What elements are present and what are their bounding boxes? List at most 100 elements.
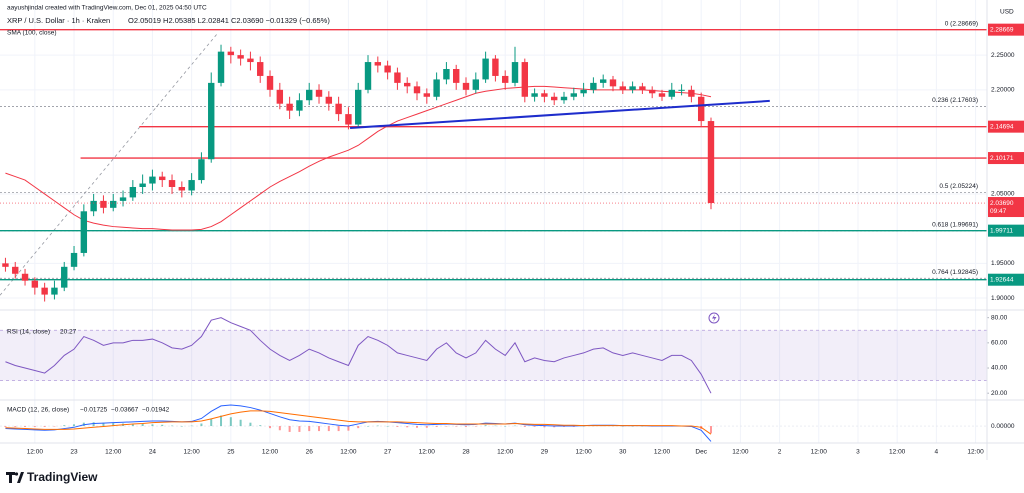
- candle-body: [609, 79, 617, 87]
- macd-histogram-bar: [308, 426, 311, 432]
- candle-body: [70, 252, 78, 267]
- candle-body: [335, 103, 342, 115]
- fib-label: 0.236 (2.17603): [932, 97, 978, 104]
- macd-legend: MACD (12, 26, close): [7, 407, 69, 414]
- candle-body: [80, 211, 88, 253]
- macd-value: −0.03667: [111, 407, 139, 414]
- grid-layer: [0, 0, 989, 443]
- candle-body: [599, 79, 607, 83]
- candle-body: [237, 55, 244, 59]
- candle-body: [492, 58, 499, 76]
- macd-histogram-bar: [33, 426, 36, 427]
- macd-histogram-bar: [484, 425, 487, 427]
- x-tick-label: 4: [935, 449, 939, 456]
- candle-body: [2, 263, 9, 267]
- sma-legend: SMA (100, close): [7, 30, 57, 37]
- macd-histogram-bar: [582, 426, 585, 427]
- candle-body: [188, 180, 195, 191]
- macd-histogram-bar: [543, 426, 546, 428]
- macd-histogram-bar: [357, 426, 360, 429]
- symbol: XRP / U.S. Dollar · 1h · Kraken: [7, 16, 110, 25]
- rsi-value: 20.27: [60, 329, 77, 336]
- candle-body: [384, 65, 391, 73]
- macd-histogram-bar: [102, 422, 105, 427]
- alert-circle: [708, 312, 720, 324]
- x-tick-label: 12:00: [732, 449, 749, 456]
- candle-body: [178, 187, 186, 191]
- candle-body: [453, 69, 460, 83]
- candle-body: [119, 197, 127, 201]
- macd-histogram-bar: [180, 426, 183, 427]
- macd-histogram-bar: [376, 425, 379, 427]
- macd-histogram-bar: [327, 426, 330, 432]
- candle-body: [227, 51, 235, 56]
- macd-histogram-bar: [386, 426, 389, 427]
- macd-histogram-bar: [24, 426, 27, 427]
- macd-histogram-bar: [514, 425, 517, 427]
- macd-histogram-bar: [337, 426, 340, 432]
- macd-histogram-bar: [63, 425, 66, 427]
- x-tick-label: 12:00: [889, 449, 906, 456]
- alert-icon[interactable]: [708, 312, 720, 324]
- x-tick-label: 12:00: [183, 449, 200, 456]
- macd-histogram-bar: [367, 426, 370, 427]
- macd-histogram-bar: [406, 426, 409, 428]
- alert-bolt: [712, 314, 717, 322]
- macd-histogram-bar: [131, 423, 134, 427]
- macd-histogram-bar: [259, 425, 262, 427]
- macd-histogram-bar: [435, 426, 438, 427]
- credit: aayushjindal created with TradingView.co…: [7, 5, 207, 12]
- macd-histogram-bar: [210, 418, 213, 427]
- candle-body: [404, 82, 411, 87]
- x-tick-label: 30: [619, 449, 627, 456]
- candle-body: [541, 93, 548, 97]
- candle-body: [462, 82, 470, 90]
- y-tick-label: 2.05000: [991, 191, 1015, 198]
- x-tick-label: 24: [149, 449, 157, 456]
- candle-body: [678, 89, 685, 91]
- rsi-tick-label: 80.00: [991, 314, 1008, 321]
- signal-line: [5, 410, 712, 435]
- fib-anchor: [0, 32, 219, 296]
- candle-body: [394, 72, 401, 83]
- candle-body: [306, 89, 313, 101]
- candle-body: [355, 89, 362, 125]
- last-price-label: 2.03690: [990, 200, 1014, 207]
- x-tick-label: 12:00: [262, 449, 279, 456]
- fib-label: 0 (2.28669): [945, 20, 978, 27]
- x-tick-label: 3: [856, 449, 860, 456]
- macd-histogram-bar: [298, 426, 301, 432]
- candle-body: [257, 62, 264, 76]
- candle-body: [521, 62, 529, 97]
- macd-histogram-bar: [465, 426, 468, 427]
- x-tick-label: 28: [462, 449, 470, 456]
- x-tick-label: 12:00: [497, 449, 514, 456]
- candle-body: [364, 62, 372, 90]
- candle-body: [41, 287, 48, 295]
- candle-body: [482, 58, 489, 80]
- logo-text: TradingView: [27, 470, 98, 484]
- x-tick-label: 29: [541, 449, 549, 456]
- fib-label: 0.5 (2.05224): [939, 183, 978, 190]
- candle-body: [51, 287, 58, 295]
- x-tick-label: 12:00: [419, 449, 436, 456]
- macd-histogram-bar: [229, 417, 232, 427]
- macd-histogram-bar: [631, 426, 634, 427]
- candle-body: [433, 79, 440, 97]
- candle-body: [149, 176, 156, 184]
- candle-body: [619, 86, 626, 90]
- macd-hist-value: −0.01725: [80, 407, 108, 414]
- macd-histogram-bar: [249, 422, 252, 427]
- price-label: 1.92644: [990, 276, 1014, 283]
- price-label-box: [988, 23, 1024, 36]
- logo-mark: [6, 472, 24, 483]
- macd-histogram-bar: [4, 426, 7, 427]
- x-tick-label: 26: [306, 449, 314, 456]
- candle-body: [208, 82, 215, 160]
- macd-histogram-bar: [523, 426, 526, 427]
- y-tick-label: 2.20000: [991, 87, 1015, 94]
- x-tick-label: 25: [227, 449, 235, 456]
- macd-tick-label: 0.00000: [991, 423, 1015, 430]
- candle-body: [217, 51, 225, 83]
